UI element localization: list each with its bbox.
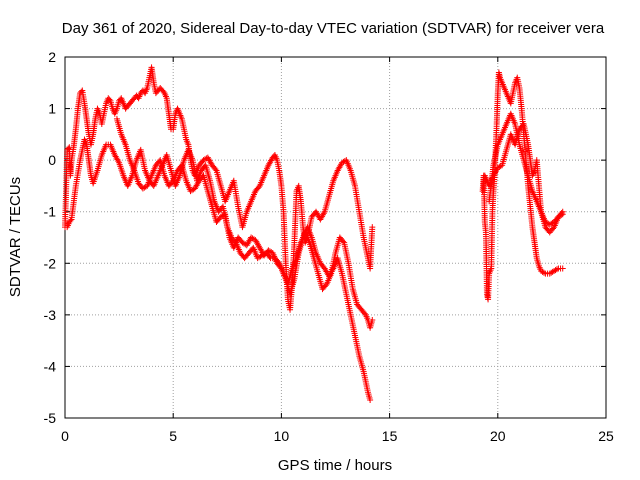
y-tick-label: 2 <box>48 49 56 65</box>
data-point <box>559 265 566 272</box>
data-point <box>340 238 347 245</box>
data-point <box>160 88 167 95</box>
data-point <box>78 88 85 95</box>
series <box>479 69 566 303</box>
grid <box>65 57 606 418</box>
axis-ticks: 0 5 10 15 20 25 -5 -4 -3 -2 -1 0 1 2 <box>44 49 614 444</box>
plot-frame <box>64 56 607 419</box>
y-tick-label: -1 <box>44 204 57 220</box>
chart-title: Day 361 of 2020, Sidereal Day-to-day VTE… <box>62 20 605 37</box>
x-tick-label: 25 <box>598 428 614 444</box>
data-point <box>369 224 376 231</box>
data-points <box>62 64 566 403</box>
y-tick-label: -4 <box>44 358 57 374</box>
data-point <box>255 184 262 191</box>
data-point <box>277 264 284 271</box>
data-point <box>553 266 560 273</box>
data-point <box>558 210 565 217</box>
data-point <box>67 217 74 224</box>
data-point <box>369 317 376 324</box>
data-point <box>361 310 368 317</box>
x-axis-label: GPS time / hours <box>278 457 392 474</box>
series <box>64 136 376 331</box>
data-point <box>106 96 113 103</box>
y-tick-label: -2 <box>44 255 57 271</box>
y-tick-label: -3 <box>44 307 57 323</box>
x-tick-label: 10 <box>274 428 290 444</box>
x-tick-label: 15 <box>382 428 398 444</box>
y-axis-label: SDTVAR / TECUs <box>7 177 24 297</box>
x-tick-label: 0 <box>61 428 69 444</box>
data-point <box>367 396 374 403</box>
x-tick-label: 20 <box>490 428 506 444</box>
series <box>62 64 376 313</box>
data-point <box>212 166 219 173</box>
series <box>113 115 374 403</box>
y-tick-label: 0 <box>48 152 56 168</box>
series <box>481 121 566 236</box>
data-point <box>549 225 556 232</box>
y-tick-label: -5 <box>44 410 57 426</box>
data-point <box>65 145 72 152</box>
data-point <box>540 269 547 276</box>
y-tick-label: 1 <box>48 101 56 117</box>
data-point <box>322 282 329 289</box>
data-point <box>559 208 566 215</box>
data-point <box>169 179 176 186</box>
x-tick-label: 5 <box>169 428 177 444</box>
